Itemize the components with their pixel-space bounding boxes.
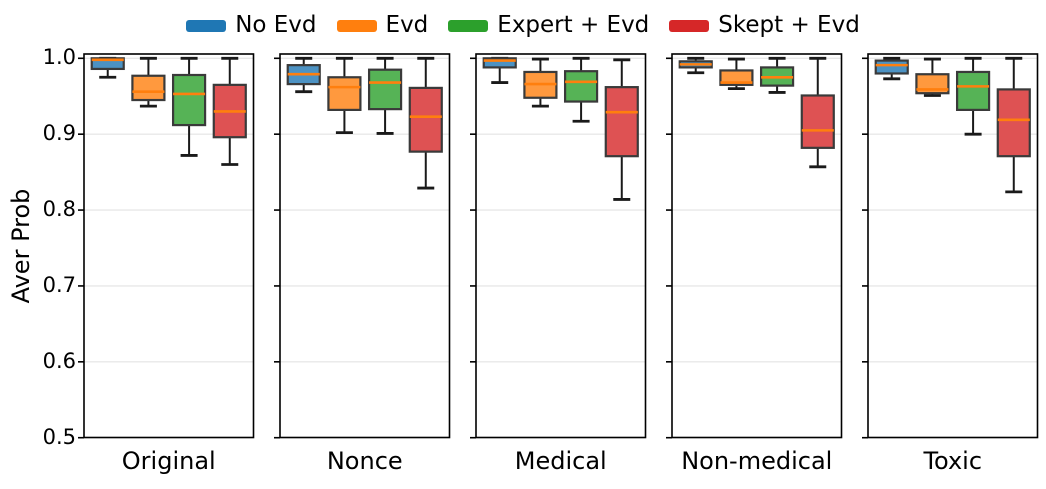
box-no-evd-original <box>90 57 125 71</box>
legend-swatch-expert-evd <box>448 19 489 32</box>
box-skept-evd-medical <box>604 86 639 158</box>
box-expert-evd-original <box>171 73 207 127</box>
panel-border-original <box>83 53 255 439</box>
legend-label-expert-evd: Expert + Evd <box>497 12 650 38</box>
box-skept-evd-nonce <box>408 86 443 153</box>
box-evd-non-medical <box>719 69 754 86</box>
box-evd-nonce <box>327 76 362 111</box>
panel-border-toxic <box>867 53 1039 439</box>
legend-label-skept-evd: Skept + Evd <box>718 12 860 38</box>
panel-border-non-medical <box>671 53 843 439</box>
panel-border-nonce <box>279 53 451 439</box>
legend-label-no-evd: No Evd <box>235 12 317 38</box>
box-expert-evd-toxic <box>955 70 991 111</box>
x-category-label-original: Original <box>121 447 216 475</box>
box-evd-original <box>131 74 166 102</box>
y-tick-label-0.5: 0.5 <box>42 424 76 449</box>
x-category-label-nonce: Nonce <box>326 447 403 475</box>
x-category-label-toxic: Toxic <box>923 447 983 475</box>
y-axis-title: Aver Prob <box>7 188 35 304</box>
legend-item-evd: Evd <box>336 12 429 38</box>
y-tick-label-1.0: 1.0 <box>42 45 76 70</box>
box-skept-evd-non-medical <box>800 94 835 149</box>
legend: No Evd Evd Expert + Evd Skept + Evd <box>0 14 1046 37</box>
legend-label-evd: Evd <box>385 12 429 38</box>
y-tick-label-0.8: 0.8 <box>42 197 76 222</box>
legend-item-expert-evd: Expert + Evd <box>448 14 649 37</box>
x-category-label-non-medical: Non-medical <box>681 447 833 475</box>
box-no-evd-toxic <box>874 59 909 75</box>
legend-swatch-evd <box>336 19 377 32</box>
legend-swatch-no-evd <box>186 19 227 32</box>
panel-border-medical <box>475 53 647 439</box>
legend-item-skept-evd: Skept + Evd <box>669 14 860 37</box>
x-category-label-medical: Medical <box>514 447 607 475</box>
legend-swatch-skept-evd <box>669 19 710 32</box>
y-tick-label-0.6: 0.6 <box>42 348 76 373</box>
box-no-evd-medical <box>482 57 517 69</box>
box-expert-evd-medical <box>563 70 599 103</box>
y-tick-label-0.7: 0.7 <box>42 272 76 297</box>
box-expert-evd-nonce <box>367 68 403 111</box>
legend-item-no-evd: No Evd <box>186 12 317 38</box>
y-tick-label-0.9: 0.9 <box>42 121 76 146</box>
box-skept-evd-toxic <box>996 88 1031 158</box>
